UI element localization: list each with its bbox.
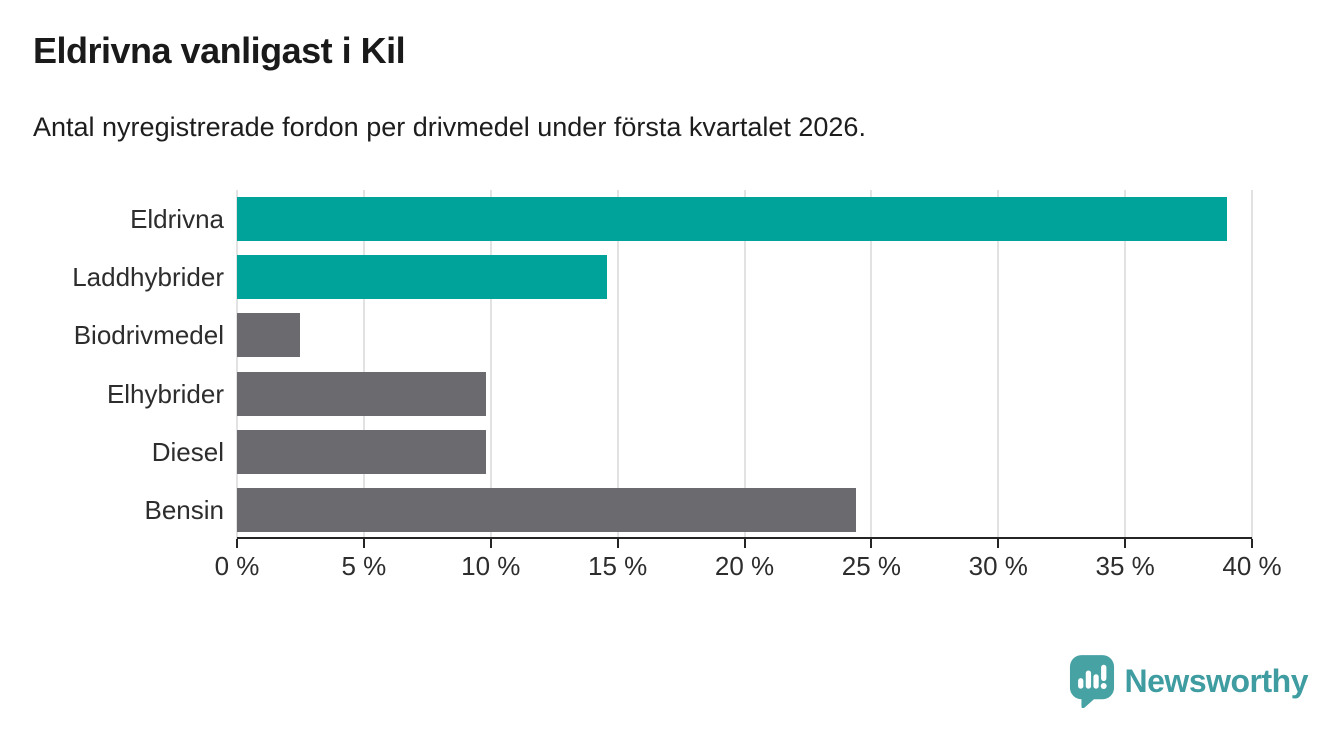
x-axis-tick	[236, 539, 238, 548]
category-label: Biodrivmedel	[73, 320, 224, 351]
x-axis-tick	[616, 539, 619, 548]
x-axis-tick	[1124, 539, 1127, 548]
gridline	[362, 190, 365, 539]
gridline	[997, 190, 1000, 539]
bar-biodrivmedel	[237, 313, 301, 358]
gridline	[1251, 190, 1253, 539]
category-label: Eldrivna	[130, 204, 224, 235]
category-label: Elhybrider	[106, 378, 224, 409]
chart-title: Eldrivna vanligast i Kil	[33, 30, 406, 71]
x-axis-tick-label: 15 %	[587, 551, 648, 581]
x-axis-tick-label: 30 %	[968, 551, 1028, 581]
bar-laddhybrider	[237, 255, 608, 300]
x-axis-tick	[362, 539, 365, 548]
x-axis-line	[237, 537, 1252, 539]
x-axis-tick	[489, 539, 492, 548]
category-label: Bensin	[144, 494, 225, 525]
x-axis-tick-label: 10 %	[461, 551, 521, 581]
x-axis-tick-label: 40 %	[1222, 551, 1282, 581]
gridline	[870, 190, 873, 539]
chart-subtitle: Antal nyregistrerade fordon per drivmede…	[33, 112, 866, 142]
x-axis-tick-label: 5 %	[341, 551, 387, 581]
newsworthy-logo-text: Newsworthy	[1124, 662, 1309, 699]
x-axis-tick-label: 35 %	[1095, 551, 1155, 581]
x-axis-tick-label: 0 %	[214, 551, 260, 581]
plot-area: 0 % 5 % 10 % 15 % 20 % 25 % 30 % 35 % 40 % Eldriv…	[72, 190, 1282, 581]
newsworthy-logo: Newsworthy	[1069, 654, 1309, 708]
category-label: Laddhybrider	[72, 262, 224, 293]
bar-diesel	[237, 429, 486, 474]
x-axis-tick	[870, 539, 873, 548]
bar-bensin	[237, 487, 857, 532]
gridline	[489, 190, 492, 539]
gridline	[236, 190, 238, 539]
newsworthy-logo-icon	[1069, 655, 1114, 708]
x-axis-tick	[1251, 539, 1253, 548]
x-axis-tick	[997, 539, 1000, 548]
gridline	[1124, 190, 1127, 539]
gridline	[743, 190, 746, 539]
x-axis-tick-label: 20 %	[714, 551, 775, 581]
x-axis-tick	[743, 539, 746, 548]
category-label: Diesel	[151, 436, 224, 467]
bar-elhybrider	[237, 371, 486, 416]
x-axis-tick-label: 25 %	[841, 551, 902, 581]
gridline	[616, 190, 619, 539]
bar-eldrivna	[237, 197, 1227, 242]
